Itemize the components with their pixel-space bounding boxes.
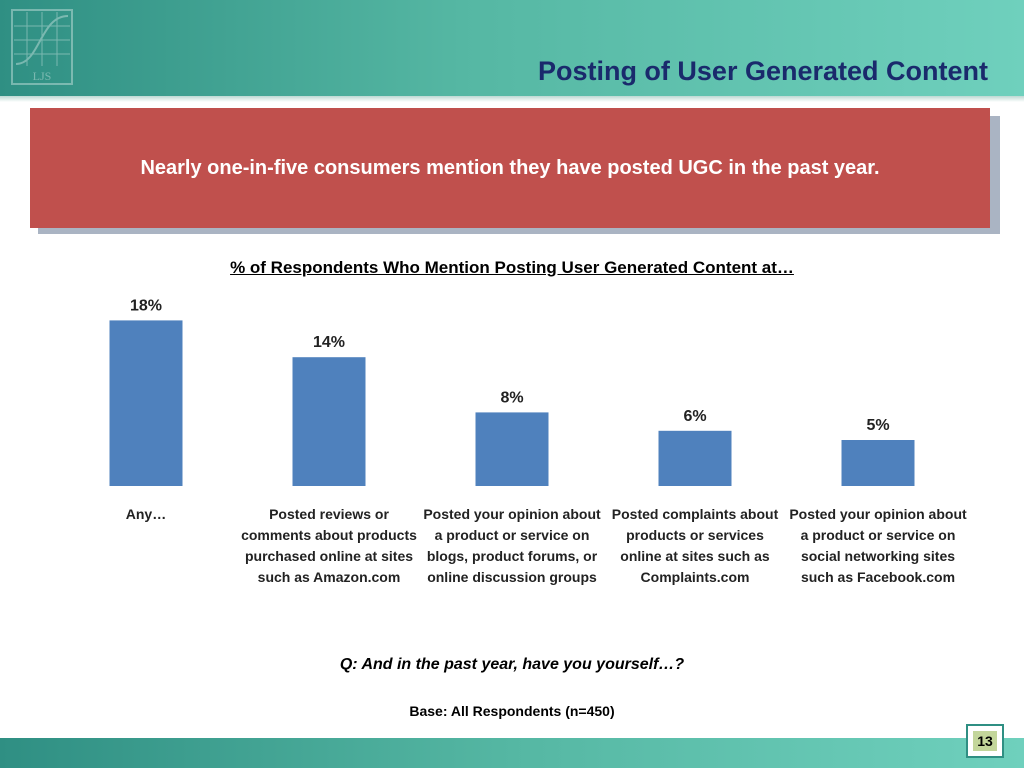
- bar-0: [109, 320, 183, 486]
- callout-text: Nearly one-in-five consumers mention the…: [140, 156, 880, 179]
- bar-value-label-3: 6%: [683, 408, 706, 425]
- callout-box: Nearly one-in-five consumers mention the…: [30, 108, 990, 228]
- bar-value-label-4: 5%: [866, 417, 889, 434]
- bar-1: [292, 357, 366, 486]
- chart-title: % of Respondents Who Mention Posting Use…: [230, 258, 794, 277]
- footer-bar: [0, 738, 1024, 768]
- header-bar: [0, 0, 1024, 96]
- logo-text: LJS: [33, 69, 52, 83]
- bar-2: [475, 412, 549, 486]
- ljs-logo: LJS: [11, 9, 73, 85]
- header-shadow: [0, 96, 1024, 102]
- category-label-3: Posted complaints about products or serv…: [611, 506, 779, 585]
- bar-value-label-0: 18%: [130, 297, 162, 314]
- bar-value-label-1: 14%: [313, 334, 345, 351]
- bar-3: [658, 430, 732, 486]
- category-label-2: Posted your opinion about a product or s…: [423, 506, 601, 585]
- bar-4: [841, 440, 915, 486]
- bar-value-label-2: 8%: [500, 389, 523, 406]
- page-title: Posting of User Generated Content: [537, 56, 988, 86]
- base-note: Base: All Respondents (n=450): [409, 703, 615, 719]
- page-number-box: 13: [966, 724, 1004, 758]
- page-number: 13: [973, 731, 997, 751]
- category-label-0: Any…: [125, 506, 167, 522]
- survey-question: Q: And in the past year, have you yourse…: [339, 656, 685, 673]
- category-label-4: Posted your opinion about a product or s…: [789, 506, 967, 585]
- category-label-1: Posted reviews or comments about product…: [241, 506, 417, 585]
